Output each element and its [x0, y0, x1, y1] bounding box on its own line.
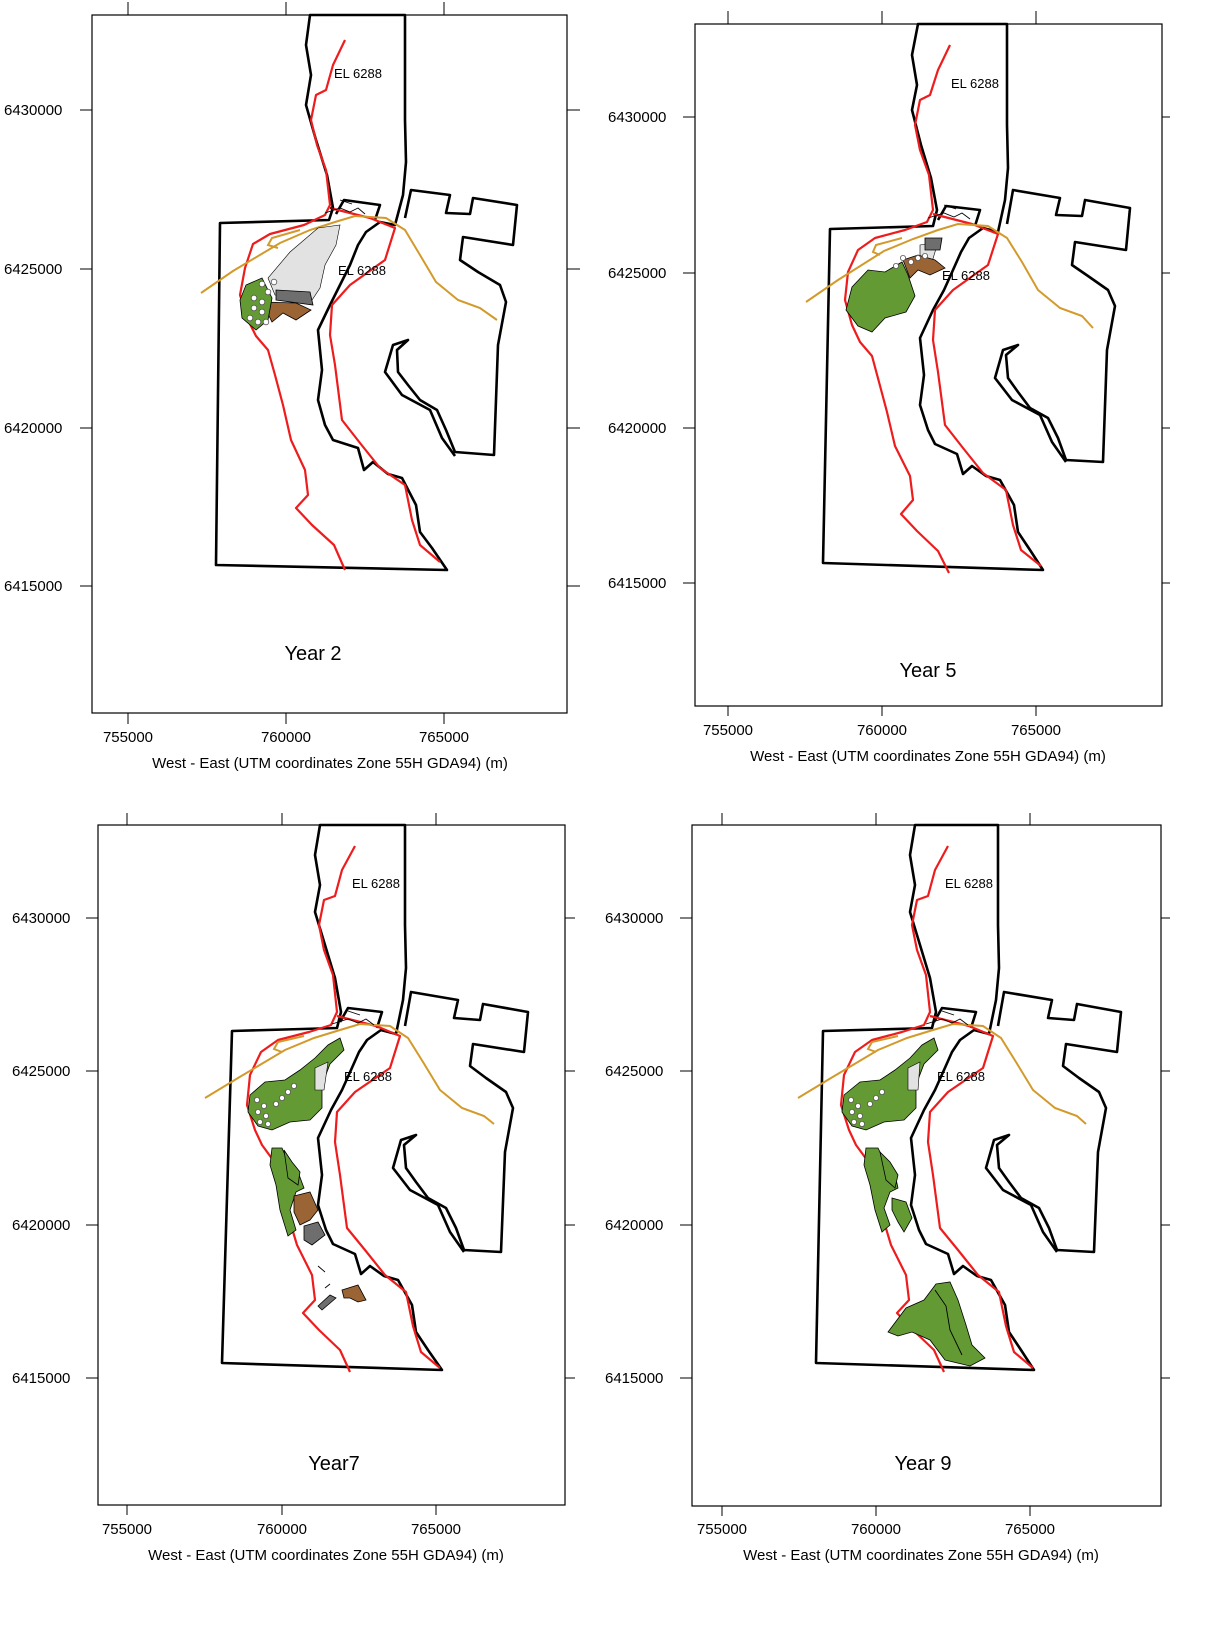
map-frame [691, 824, 1162, 1507]
project-boundary [814, 823, 1123, 1372]
y-tick-label: 6425000 [12, 1063, 70, 1080]
lease-label: EL 6288 [937, 1069, 985, 1084]
x-axis-title: West - East (UTM coordinates Zone 55H GD… [152, 755, 508, 772]
infrastructure [925, 1010, 969, 1026]
x-tick-label: 755000 [697, 1521, 747, 1538]
x-tick-label: 755000 [102, 1521, 152, 1538]
project-boundary [220, 823, 530, 1372]
y-tick-label: 6415000 [605, 1370, 663, 1387]
panel-title: Year 5 [899, 660, 956, 682]
x-tick-label: 765000 [411, 1521, 461, 1538]
x-tick-label: 760000 [857, 722, 907, 739]
lease-label: EL 6288 [951, 76, 999, 91]
x-axis-title: West - East (UTM coordinates Zone 55H GD… [750, 748, 1106, 765]
infrastructure [927, 204, 971, 220]
disturbed-area [267, 224, 341, 301]
x-tick-label: 765000 [1005, 1521, 1055, 1538]
y-tick-label: 6420000 [605, 1217, 663, 1234]
dot-pattern [893, 252, 929, 269]
lease-label: EL 6288 [334, 66, 382, 81]
map-frame [694, 23, 1163, 707]
tick-marks [86, 813, 575, 1515]
x-tick-label: 760000 [261, 729, 311, 746]
rehabilitated-area [887, 1281, 986, 1367]
y-tick-label: 6430000 [608, 109, 666, 126]
y-tick-label: 6430000 [12, 910, 70, 927]
y-tick-label: 6415000 [4, 578, 62, 595]
lease-label: EL 6288 [942, 268, 990, 283]
topsoil-stockpile [261, 301, 312, 323]
panel-title: Year7 [308, 1453, 360, 1475]
panel-year-5: 6430000 6425000 6420000 6415000 755000 7… [608, 11, 1170, 765]
tick-marks [80, 2, 580, 724]
lease-label: EL 6288 [352, 876, 400, 891]
y-tick-label: 6420000 [608, 420, 666, 437]
y-tick-label: 6430000 [4, 102, 62, 119]
y-tick-label: 6420000 [12, 1217, 70, 1234]
y-tick-label: 6415000 [608, 575, 666, 592]
x-tick-label: 765000 [419, 729, 469, 746]
x-axis-title: West - East (UTM coordinates Zone 55H GD… [743, 1547, 1099, 1564]
panel-title: Year 2 [284, 643, 341, 665]
x-tick-label: 755000 [103, 729, 153, 746]
map-frame [91, 14, 568, 714]
y-tick-label: 6425000 [4, 261, 62, 278]
infrastructure [324, 199, 366, 215]
active-area [275, 289, 314, 306]
tick-marks [683, 11, 1170, 716]
lease-line [238, 39, 347, 571]
infrastructure [331, 1010, 375, 1026]
map-frame [97, 824, 566, 1506]
lease-label: EL 6288 [344, 1069, 392, 1084]
x-axis-title: West - East (UTM coordinates Zone 55H GD… [148, 1547, 504, 1564]
x-tick-label: 765000 [1011, 722, 1061, 739]
y-tick-label: 6430000 [605, 910, 663, 927]
lease-label: EL 6288 [338, 263, 386, 278]
x-tick-label: 760000 [851, 1521, 901, 1538]
dot-pattern [246, 278, 278, 326]
y-tick-label: 6420000 [4, 420, 62, 437]
panel-year-9: 6430000 6425000 6420000 6415000 755000 7… [605, 813, 1170, 1564]
dot-pattern [848, 1089, 886, 1128]
x-tick-label: 760000 [257, 1521, 307, 1538]
panel-year-2: 6430000 6425000 6420000 6415000 755000 7… [4, 2, 580, 772]
x-tick-label: 755000 [703, 722, 753, 739]
y-tick-label: 6415000 [12, 1370, 70, 1387]
y-tick-label: 6425000 [608, 265, 666, 282]
tick-marks [680, 813, 1170, 1516]
panel-year-7: 6430000 6425000 6420000 6415000 755000 7… [12, 813, 575, 1564]
lease-label: EL 6288 [945, 876, 993, 891]
y-tick-label: 6425000 [605, 1063, 663, 1080]
panel-title: Year 9 [894, 1453, 951, 1475]
dot-pattern [253, 1083, 297, 1128]
haul-road [200, 214, 498, 321]
